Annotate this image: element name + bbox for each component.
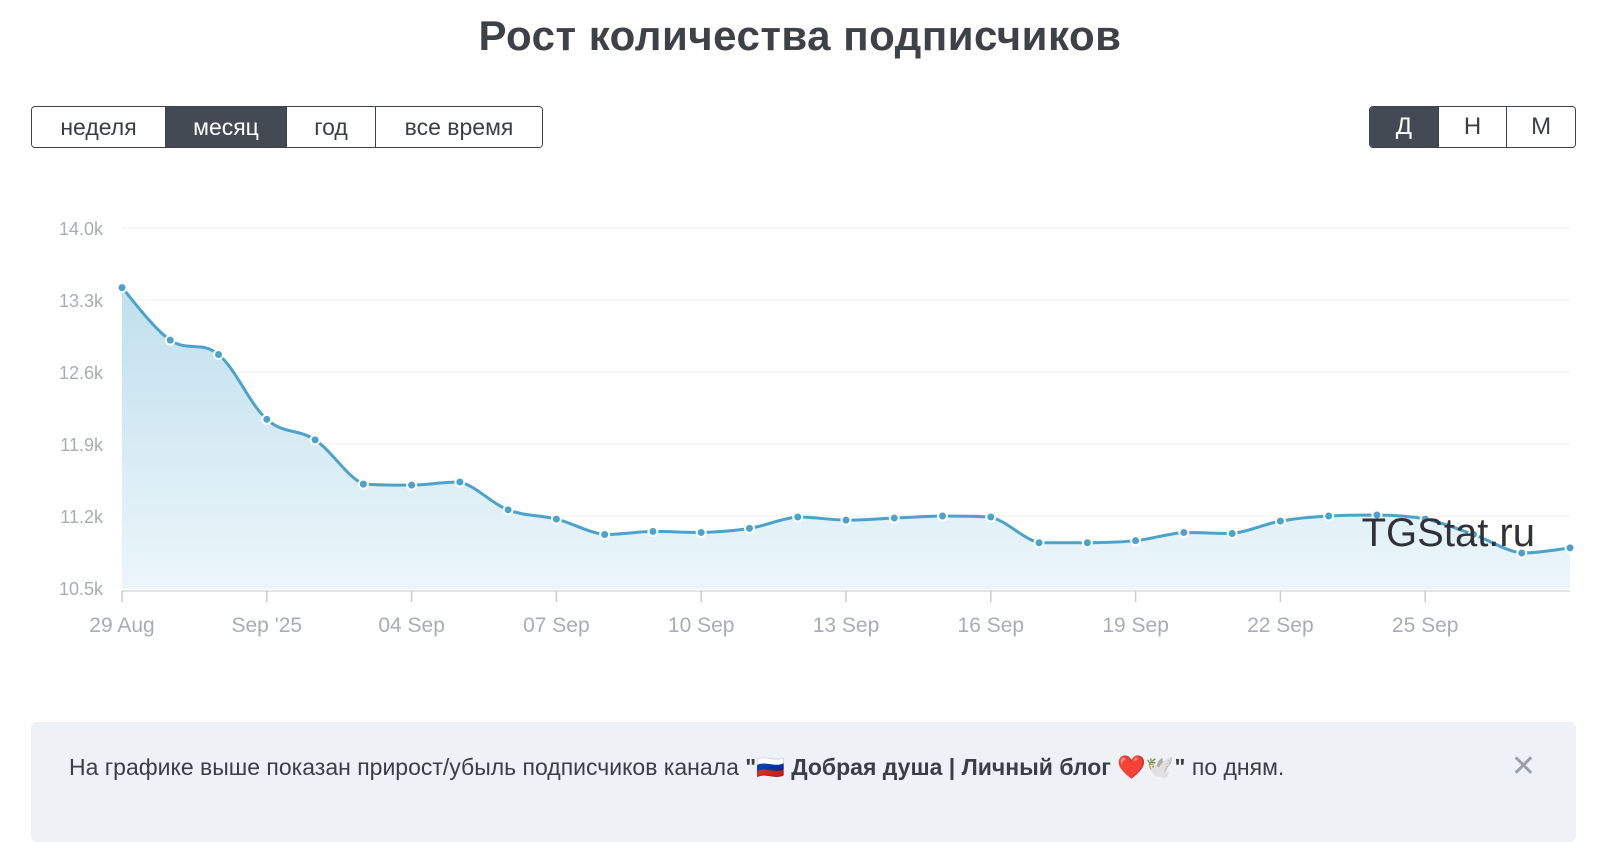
close-icon[interactable]: ✕ xyxy=(1510,750,1536,783)
data-point[interactable] xyxy=(792,511,804,523)
subscribers-chart: 14.0k 13.3k 12.6k 11.9k 11.2k 10.5k 29 Aug Sep… xyxy=(59,219,1576,637)
granularity-day-button[interactable]: Д xyxy=(1370,107,1439,147)
area-fill xyxy=(122,287,1570,588)
y-tick-label: 12.6k xyxy=(59,363,104,383)
data-point[interactable] xyxy=(599,529,611,541)
x-tick-label: 25 Sep xyxy=(1392,614,1459,637)
x-tick-label: 13 Sep xyxy=(813,614,880,637)
data-point[interactable] xyxy=(213,349,225,361)
y-tick-label: 11.9k xyxy=(60,435,104,455)
y-tick-label: 14.0k xyxy=(59,219,104,239)
period-all-time-button[interactable]: все время xyxy=(376,107,542,147)
data-point[interactable] xyxy=(840,514,852,526)
data-point[interactable] xyxy=(1178,526,1190,538)
page-title: Рост количества подписчиков xyxy=(478,12,1122,59)
x-axis: 29 Aug Sep '25 04 Sep 07 Sep 10 Sep 13 Sep 16 … xyxy=(89,590,1570,637)
data-point[interactable] xyxy=(357,478,369,490)
y-axis: 14.0k 13.3k 12.6k 11.9k 11.2k 10.5k xyxy=(59,219,104,599)
x-tick-label: 04 Sep xyxy=(378,614,445,637)
data-point[interactable] xyxy=(743,522,755,534)
x-tick-label: 07 Sep xyxy=(523,614,590,637)
data-point[interactable] xyxy=(261,413,273,425)
data-point[interactable] xyxy=(1467,529,1479,541)
watermark: TGStat.ru xyxy=(1362,511,1535,555)
granularity-selector: Д Н М xyxy=(1369,106,1576,148)
period-year-button[interactable]: год xyxy=(287,107,376,147)
info-text-before: На графике выше показан прирост/убыль по… xyxy=(69,754,746,780)
channel-name: "🇷🇺 Добрая душа | Личный блог ❤️🕊️" xyxy=(745,754,1186,780)
data-point[interactable] xyxy=(1081,537,1093,549)
period-month-button[interactable]: месяц xyxy=(166,107,287,147)
data-point[interactable] xyxy=(1323,510,1335,522)
data-point[interactable] xyxy=(1419,513,1431,525)
data-point[interactable] xyxy=(985,511,997,523)
data-point[interactable] xyxy=(1033,537,1045,549)
y-tick-label: 10.5k xyxy=(59,579,104,599)
period-selector: неделя месяц год все время xyxy=(31,106,543,148)
data-points xyxy=(116,282,1576,559)
data-point[interactable] xyxy=(1274,515,1286,527)
granularity-week-button[interactable]: Н xyxy=(1438,107,1508,147)
data-point[interactable] xyxy=(1564,542,1576,554)
period-week-button[interactable]: неделя xyxy=(32,107,166,147)
granularity-month-button[interactable]: М xyxy=(1507,107,1575,147)
data-point[interactable] xyxy=(647,525,659,537)
x-tick-label: 10 Sep xyxy=(668,614,735,637)
data-point[interactable] xyxy=(888,512,900,524)
y-tick-label: 13.3k xyxy=(59,291,104,311)
x-tick-label: 19 Sep xyxy=(1102,614,1169,637)
data-point[interactable] xyxy=(937,510,949,522)
data-point[interactable] xyxy=(454,476,466,488)
data-point[interactable] xyxy=(502,504,514,516)
data-point[interactable] xyxy=(164,334,176,346)
data-point[interactable] xyxy=(309,434,321,446)
info-text-after: по дням. xyxy=(1185,754,1285,780)
x-tick-label: 16 Sep xyxy=(958,614,1025,637)
y-tick-label: 11.2k xyxy=(60,507,104,527)
data-point[interactable] xyxy=(116,282,128,294)
x-tick-label: 29 Aug xyxy=(89,614,154,637)
data-point[interactable] xyxy=(1516,547,1528,559)
data-point[interactable] xyxy=(1371,509,1383,521)
data-point[interactable] xyxy=(1226,527,1238,539)
x-tick-label: Sep '25 xyxy=(232,614,303,637)
data-point[interactable] xyxy=(550,513,562,525)
data-point[interactable] xyxy=(406,479,418,491)
info-panel: На графике выше показан прирост/убыль по… xyxy=(31,722,1576,842)
data-point[interactable] xyxy=(1130,535,1142,547)
x-tick-label: 22 Sep xyxy=(1247,614,1314,637)
data-point[interactable] xyxy=(695,526,707,538)
